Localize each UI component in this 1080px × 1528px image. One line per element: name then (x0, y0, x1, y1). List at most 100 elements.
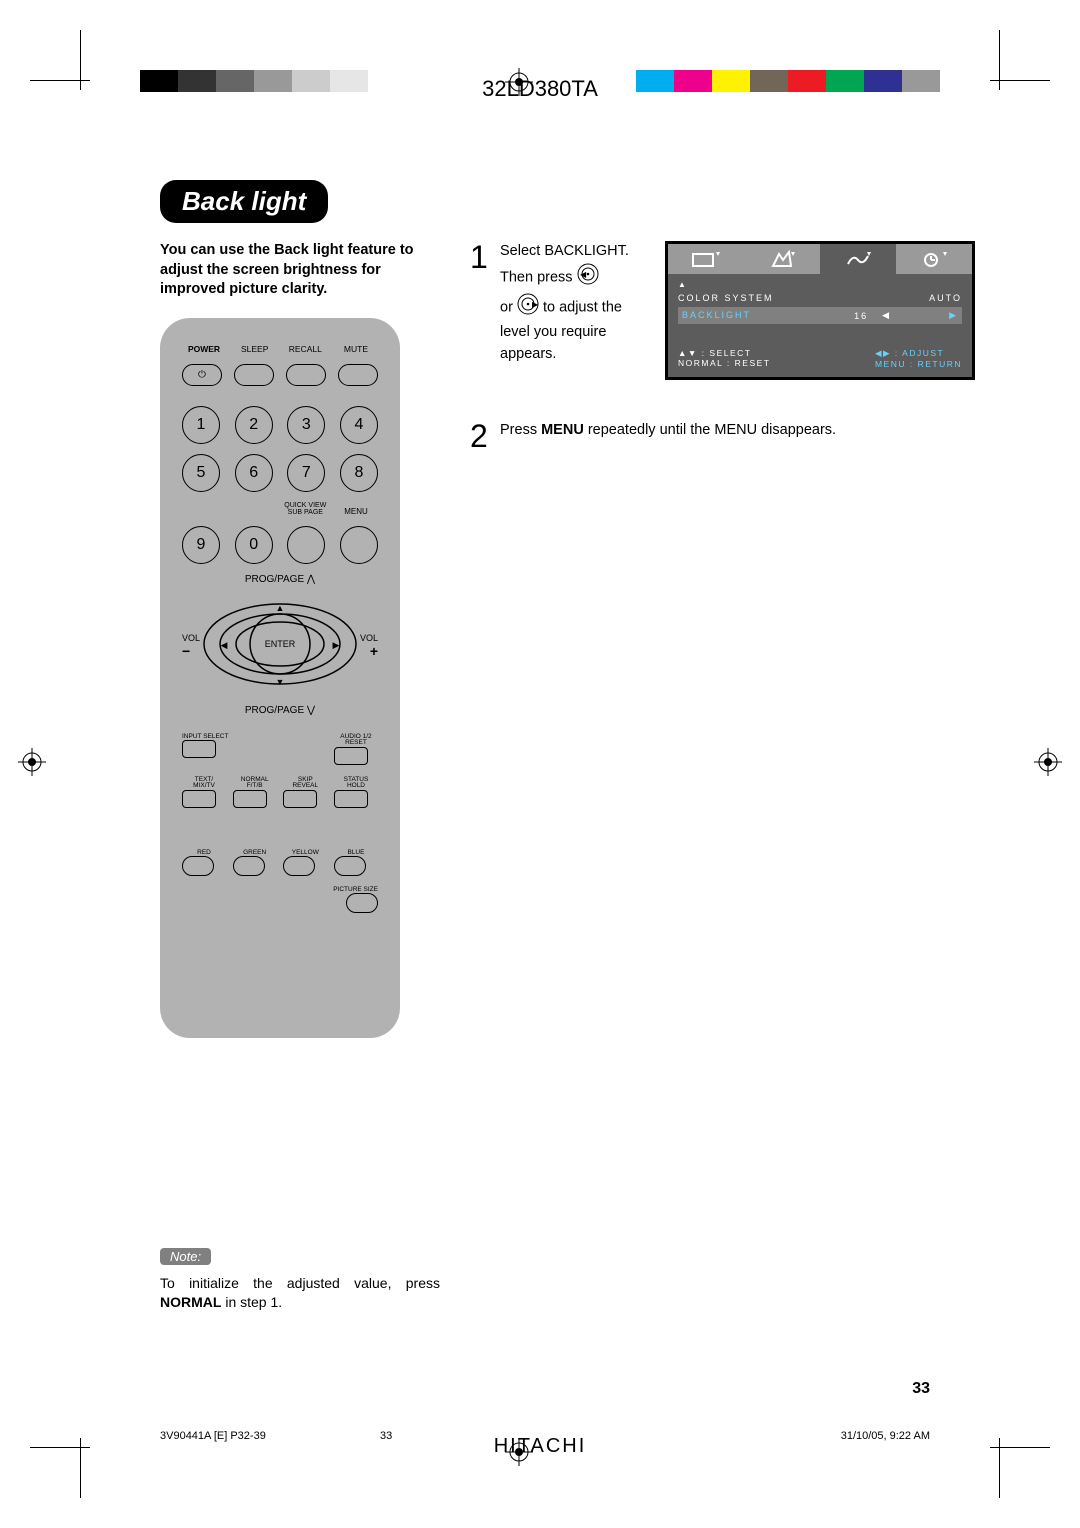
num-button: 2 (235, 406, 273, 444)
note-bold: NORMAL (160, 1294, 221, 1310)
svg-text:◀: ◀ (580, 270, 587, 279)
step-number: 2 (470, 420, 492, 452)
svg-text:▶: ▶ (333, 640, 340, 650)
osd-footer-text: ▲▼ : SELECT (678, 348, 770, 358)
mute-button-icon (338, 364, 378, 386)
input-select-label: INPUT SELECT (182, 734, 226, 741)
step1-line2b: or (500, 299, 517, 315)
note-text: To initialize the adjusted value, press (160, 1275, 440, 1291)
green-label: GREEN (233, 850, 277, 857)
power-button-icon (182, 364, 222, 386)
step2-post: repeatedly until the MENU disappears. (584, 422, 836, 438)
num-button: 4 (340, 406, 378, 444)
footer-page: 33 (380, 1430, 392, 1442)
note-body: To initialize the adjusted value, press … (160, 1274, 440, 1313)
step1-line2a: Then press (500, 269, 577, 285)
skip-button-label: SKIP REVEAL (283, 777, 327, 790)
footer-timestamp: 31/10/05, 9:22 AM (841, 1430, 930, 1442)
green-button-icon (233, 856, 265, 876)
osd-tab-active-icon (820, 244, 896, 274)
yellow-button-icon (283, 856, 315, 876)
vol-minus-icon: − (182, 643, 200, 659)
quickview-button-icon (287, 526, 325, 564)
remote-label-mute: MUTE (334, 344, 378, 354)
remote-label-recall: RECALL (283, 344, 327, 354)
blue-button-icon (334, 856, 366, 876)
num-button: 5 (182, 454, 220, 492)
svg-text:▶: ▶ (532, 300, 539, 309)
text-button-label: TEXT/ MIX/TV (182, 777, 226, 790)
vol-label: VOL (182, 633, 200, 643)
menu-label: MENU (334, 508, 378, 516)
osd-label-highlight: BACKLIGHT (682, 310, 751, 321)
small-button-icon (233, 790, 267, 808)
nav-right-icon: ▶ (517, 293, 539, 323)
num-button: 6 (235, 454, 273, 492)
model-number: 32LD380TA (482, 76, 598, 102)
step1-line1: Select BACKLIGHT. (500, 243, 629, 259)
crop-mark (999, 30, 1000, 90)
intro-text: You can use the Back light feature to ad… (160, 241, 440, 300)
crop-mark (80, 1438, 81, 1498)
num-button: 9 (182, 526, 220, 564)
footer-doc-id: 3V90441A [E] P32-39 (160, 1430, 266, 1442)
page-number: 33 (912, 1380, 930, 1398)
small-button-icon (283, 790, 317, 808)
num-button: 7 (287, 454, 325, 492)
osd-tab-icon (896, 244, 972, 274)
status-button-label: STATUS HOLD (334, 777, 378, 790)
svg-text:◀: ◀ (221, 640, 228, 650)
remote-label-power: POWER (182, 344, 226, 354)
red-label: RED (182, 850, 226, 857)
crop-mark (999, 1438, 1000, 1498)
remote-label-sleep: SLEEP (233, 344, 277, 354)
crop-mark (80, 30, 81, 90)
vol-label: VOL (360, 633, 378, 643)
crop-mark (30, 80, 90, 81)
prog-down-label: PROG/PAGE ⋁ (182, 705, 378, 716)
osd-footer-text: NORMAL : RESET (678, 358, 770, 368)
brand-logo: HITACHI (494, 1435, 587, 1458)
sleep-button-icon (234, 364, 274, 386)
remote-illustration: POWER SLEEP RECALL MUTE 1 2 3 4 (160, 318, 400, 1038)
triangle-right-icon: ▶ (949, 310, 958, 321)
num-button: 3 (287, 406, 325, 444)
section-heading: Back light (160, 180, 328, 223)
colorbar-right (636, 70, 940, 92)
registration-mark-icon (1034, 748, 1062, 776)
num-button: 8 (340, 454, 378, 492)
osd-footer-text: ◀▶ : ADJUST (875, 348, 962, 359)
prog-up-label: PROG/PAGE ⋀ (182, 574, 378, 585)
small-button-icon (182, 790, 216, 808)
quickview-label: QUICK VIEW SUB PAGE (283, 502, 327, 516)
picture-size-label: PICTURE SIZE (182, 886, 378, 893)
small-button-icon (182, 740, 216, 758)
nav-left-icon: ◀ (577, 263, 599, 293)
step-number: 1 (470, 241, 492, 273)
step2-pre: Press (500, 422, 541, 438)
colorbar-left (140, 70, 368, 92)
svg-text:▼: ▼ (276, 677, 285, 687)
osd-value: AUTO (929, 293, 962, 303)
normal-button-label: NORMAL F/T/B (233, 777, 277, 790)
osd-footer-text: MENU : RETURN (875, 359, 962, 369)
yellow-label: YELLOW (283, 850, 327, 857)
osd-tab-icon (744, 244, 820, 274)
svg-text:▲: ▲ (276, 603, 285, 613)
small-button-icon (334, 747, 368, 765)
blue-label: BLUE (334, 850, 378, 857)
crop-mark (30, 1447, 90, 1448)
osd-tab-icon (668, 244, 744, 274)
recall-button-icon (286, 364, 326, 386)
red-button-icon (182, 856, 214, 876)
osd-panel: ▲ COLOR SYSTEM AUTO BACKLIGHT 16 ◀ ▶ (665, 241, 975, 380)
vol-plus-icon: + (360, 643, 378, 659)
osd-label: COLOR SYSTEM (678, 293, 774, 303)
osd-value-highlight: 16 (854, 311, 868, 321)
registration-mark-icon (18, 748, 46, 776)
num-button: 0 (235, 526, 273, 564)
enter-label: ENTER (265, 639, 296, 649)
picture-size-button-icon (346, 893, 378, 913)
note-text: in step 1. (221, 1294, 282, 1310)
num-button: 1 (182, 406, 220, 444)
